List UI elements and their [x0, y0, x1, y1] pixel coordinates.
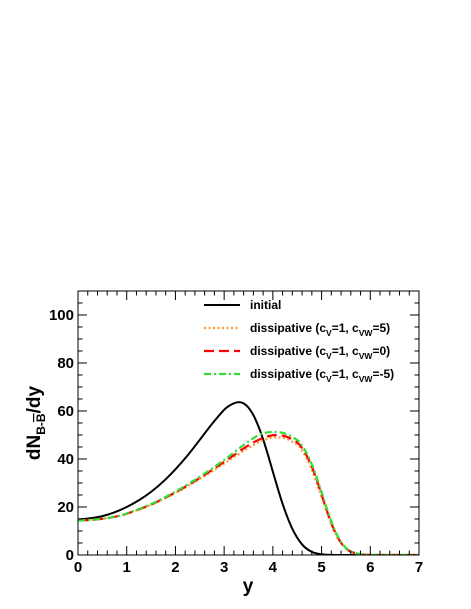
legend-label-part: VW — [359, 351, 374, 361]
y-axis-title-main: dN — [24, 435, 45, 460]
x-tick-label: 1 — [123, 559, 131, 576]
y-axis-title-sub: B- — [34, 422, 48, 435]
x-tick-label: 5 — [317, 559, 325, 576]
y-tick-label: 40 — [57, 451, 74, 468]
series-line-4 — [78, 430, 419, 555]
legend-label-part: V — [326, 328, 332, 338]
x-tick-label: 6 — [366, 559, 374, 576]
legend-label-part: V — [326, 374, 332, 384]
x-tick-label: 3 — [220, 559, 228, 576]
svg-text:dNB-B/dy: dNB-B/dy — [24, 386, 48, 461]
x-axis: 0 1 2 3 4 5 6 7 — [74, 291, 423, 576]
legend-label-part: =1, c — [332, 321, 359, 335]
x-tick-label: 2 — [171, 559, 179, 576]
legend-label-part: dissipative (c — [250, 344, 326, 358]
y-axis-title-sub-overbar: B — [34, 413, 48, 422]
y-axis-title-tail: /dy — [24, 386, 45, 414]
y-axis-title: dNB-B/dy — [24, 386, 48, 461]
series-layer — [78, 401, 419, 555]
x-tick-label: 4 — [269, 559, 278, 576]
legend-label-part: V — [326, 351, 332, 361]
legend-label-part: =5) — [372, 321, 390, 335]
y-axis: 0 20 40 60 80 100 — [49, 290, 419, 564]
y-tick-label: 20 — [57, 499, 74, 516]
series-line-1 — [78, 401, 419, 555]
legend-label-part: =1, c — [332, 344, 359, 358]
x-tick-label: 0 — [74, 559, 82, 576]
legend-label-part: VW — [359, 374, 374, 384]
y-tick-label: 80 — [57, 355, 74, 372]
legend-label-part: VW — [359, 328, 374, 338]
legend-label-part: =0) — [372, 344, 390, 358]
x-axis-title: y — [243, 576, 254, 597]
legend-label-part: =1, c — [332, 367, 359, 381]
y-tick-label: 60 — [57, 403, 74, 420]
legend-label-3: dissipative (cV=1, cVW=0) — [250, 344, 390, 361]
x-tick-label: 7 — [415, 559, 423, 576]
legend-label-part: dissipative (c — [250, 321, 326, 335]
legend-label-part: dissipative (c — [250, 367, 326, 381]
y-tick-label: 100 — [49, 307, 74, 324]
legend-label-1: initial — [250, 298, 281, 312]
legend-label-4: dissipative (cV=1, cVW=-5) — [250, 367, 394, 384]
legend-label-part: initial — [250, 298, 281, 312]
legend-label-2: dissipative (cV=1, cVW=5) — [250, 321, 390, 338]
legend-label-part: =-5) — [372, 367, 394, 381]
y-tick-label: 0 — [66, 547, 74, 564]
